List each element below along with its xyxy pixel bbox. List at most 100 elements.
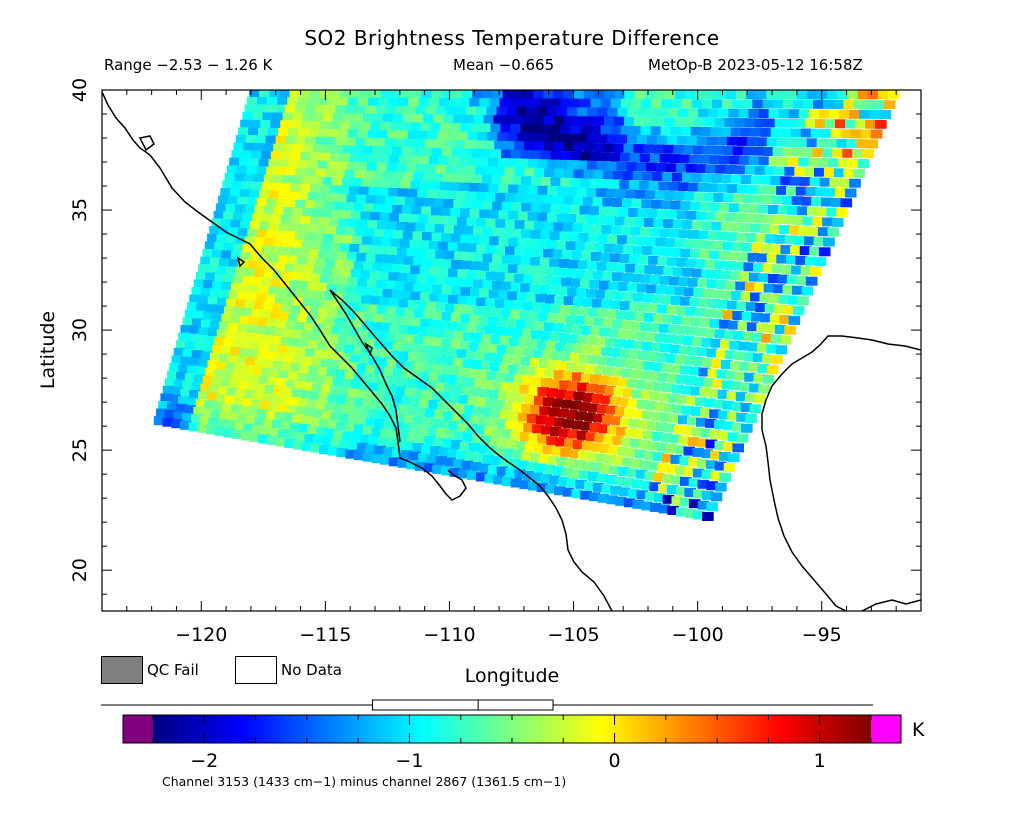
swath-pixel xyxy=(672,172,684,182)
swath-pixel xyxy=(311,241,324,251)
swath-pixel xyxy=(553,417,566,427)
swath-pixel xyxy=(485,244,498,254)
swath-pixel xyxy=(340,121,352,131)
swath-pixel xyxy=(696,327,708,337)
swath-pixel xyxy=(696,211,708,221)
swath-pixel xyxy=(570,98,582,108)
swath-pixel xyxy=(758,204,770,214)
swath-pixel xyxy=(270,369,282,378)
swath-pixel xyxy=(601,484,614,494)
swath-pixel xyxy=(814,167,826,177)
swath-pixel xyxy=(281,362,294,372)
swath-pixel xyxy=(501,477,514,486)
swath-pixel xyxy=(595,384,608,394)
swath-pixel xyxy=(708,388,721,398)
swath-pixel xyxy=(678,277,690,287)
swath-pixel xyxy=(621,368,633,378)
swath-pixel xyxy=(266,198,278,208)
swath-pixel xyxy=(661,99,673,109)
swath-pixel xyxy=(263,174,276,184)
swath-pixel xyxy=(491,175,504,185)
swath-pixel xyxy=(611,416,623,426)
swath-pixel xyxy=(650,126,663,136)
swath-pixel xyxy=(672,219,685,229)
swath-pixel xyxy=(530,150,543,160)
swath-pixel xyxy=(600,252,612,262)
swath-pixel xyxy=(569,306,582,315)
swath-pixel xyxy=(284,439,296,448)
swath-pixel xyxy=(603,143,616,153)
swath-pixel xyxy=(580,98,593,108)
swath-pixel xyxy=(674,355,687,364)
swath-pixel xyxy=(588,307,600,317)
swath-pixel xyxy=(434,224,447,234)
swath-pixel xyxy=(397,273,410,283)
swath-pixel xyxy=(255,135,268,145)
swath-pixel xyxy=(389,298,401,308)
swath-pixel xyxy=(744,282,757,292)
swath-pixel xyxy=(587,107,599,117)
swath-pixel xyxy=(766,137,779,147)
swath-pixel xyxy=(317,282,329,292)
swath-pixel xyxy=(695,164,708,174)
swath-pixel xyxy=(709,429,722,439)
swath-pixel xyxy=(550,98,562,108)
swath-pixel xyxy=(728,320,740,330)
swath-pixel xyxy=(314,291,327,300)
page-title: SO2 Brightness Temperature Difference xyxy=(304,26,720,50)
swath-pixel xyxy=(624,90,636,99)
swath-pixel xyxy=(617,107,630,117)
swath-pixel xyxy=(457,269,469,279)
swath-pixel xyxy=(675,163,688,173)
swath-pixel xyxy=(198,264,210,274)
swath-pixel xyxy=(790,245,802,255)
swath-pixel xyxy=(675,465,687,475)
swath-pixel xyxy=(764,118,777,128)
swath-pixel xyxy=(454,277,466,287)
swath-pixel xyxy=(728,453,740,463)
swath-pixel xyxy=(703,192,716,202)
swath-pixel xyxy=(663,383,675,393)
swath-pixel xyxy=(439,419,452,429)
swath-pixel xyxy=(666,209,679,219)
swath-pixel xyxy=(702,490,714,500)
swath-pixel xyxy=(521,403,533,413)
swath-pixel xyxy=(441,90,454,99)
swath-pixel xyxy=(441,259,454,269)
swath-pixel xyxy=(508,237,520,247)
y-tick-label: 20 xyxy=(69,558,91,582)
swath-pixel xyxy=(719,451,731,461)
swath-pixel xyxy=(511,255,523,265)
swath-pixel xyxy=(156,408,168,418)
swath-pixel xyxy=(611,225,623,235)
swath-pixel xyxy=(823,99,835,109)
swath-pixel xyxy=(706,348,719,358)
swath-pixel xyxy=(550,379,562,389)
swath-pixel xyxy=(670,454,683,464)
swath-pixel xyxy=(317,192,329,202)
swath-pixel xyxy=(265,385,277,394)
swath-pixel xyxy=(463,432,475,442)
swath-pixel xyxy=(748,108,761,118)
swath-pixel xyxy=(245,415,258,425)
swath-pixel xyxy=(587,261,599,270)
swath-pixel xyxy=(638,419,650,429)
swath-pixel xyxy=(798,226,811,236)
swath-pixel xyxy=(302,208,315,218)
swath-pixel xyxy=(674,445,687,455)
swath-pixel xyxy=(349,186,361,196)
swath-pixel xyxy=(345,105,357,115)
swath-pixel xyxy=(685,376,697,385)
swath-pixel xyxy=(467,470,479,480)
swath-pixel xyxy=(584,412,596,422)
swath-pixel xyxy=(292,239,305,249)
swath-pixel xyxy=(302,176,315,186)
swath-pixel xyxy=(242,112,255,122)
swath-pixel xyxy=(573,142,586,152)
swath-pixel xyxy=(686,210,698,220)
swath-pixel xyxy=(513,374,526,384)
swath-pixel xyxy=(510,383,522,393)
swath-pixel xyxy=(425,223,437,233)
swath-pixel xyxy=(337,129,350,139)
swath-pixel xyxy=(429,319,442,329)
